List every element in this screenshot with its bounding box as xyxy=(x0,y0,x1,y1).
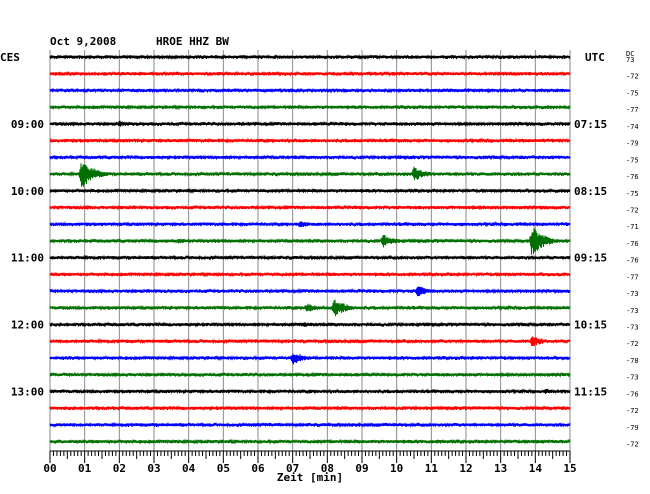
seismic-trace xyxy=(49,87,571,94)
seismic-trace xyxy=(49,438,571,445)
seismic-trace xyxy=(49,227,571,255)
x-tick-label: 04 xyxy=(182,462,196,475)
offset-label: 73 xyxy=(626,56,634,64)
x-tick-label: 12 xyxy=(459,462,472,475)
x-tick-label: 15 xyxy=(563,462,576,475)
x-tick-label: 00 xyxy=(43,462,56,475)
offset-label: -76 xyxy=(626,240,639,248)
date-label: Oct 9,2008 xyxy=(50,35,116,48)
offset-label: -77 xyxy=(626,273,639,281)
offset-label: -76 xyxy=(626,257,639,265)
seismic-trace xyxy=(49,421,571,428)
offset-label: -72 xyxy=(626,206,639,214)
grid-lines xyxy=(49,50,571,451)
left-time-label: 10:00 xyxy=(11,185,44,198)
seismic-trace xyxy=(49,120,571,127)
x-tick-label: 02 xyxy=(113,462,126,475)
seismic-trace xyxy=(49,321,571,328)
offset-header: DC xyxy=(626,50,634,58)
offset-label: -77 xyxy=(626,106,639,114)
seismic-trace xyxy=(49,137,571,144)
right-time-label: 09:15 xyxy=(574,252,607,265)
offset-label: -73 xyxy=(626,307,639,315)
offset-label: -72 xyxy=(626,73,639,81)
seismic-trace xyxy=(49,388,571,395)
offset-label: -73 xyxy=(626,290,639,298)
left-zone-label: CES xyxy=(0,51,20,64)
offset-label: -73 xyxy=(626,324,639,332)
trace-group xyxy=(49,53,571,445)
x-tick-label: 03 xyxy=(147,462,160,475)
seismic-trace xyxy=(49,187,571,194)
seismic-trace xyxy=(49,154,571,161)
station-label: HROE HHZ BW xyxy=(156,35,229,48)
seismic-trace xyxy=(49,221,571,228)
right-time-label: 07:15 xyxy=(574,118,607,131)
seismic-trace xyxy=(49,353,571,365)
offset-label: -73 xyxy=(626,374,639,382)
x-tick-label: 01 xyxy=(78,462,92,475)
seismic-trace xyxy=(49,336,571,347)
offset-label: -76 xyxy=(626,173,639,181)
left-time-label: 13:00 xyxy=(11,385,44,398)
x-tick-label: 09 xyxy=(355,462,368,475)
offset-label: -79 xyxy=(626,424,639,432)
offset-label: -74 xyxy=(626,123,639,131)
offset-label: -75 xyxy=(626,89,639,97)
seismic-trace xyxy=(49,104,571,111)
seismic-trace xyxy=(49,286,571,297)
seismic-trace xyxy=(49,254,571,261)
x-tick-label: 05 xyxy=(217,462,230,475)
x-tick-label: 10 xyxy=(390,462,403,475)
left-time-label: 12:00 xyxy=(11,319,44,332)
left-time-label: 11:00 xyxy=(11,252,44,265)
offset-label: -75 xyxy=(626,156,639,164)
seismic-trace xyxy=(49,70,571,77)
seismic-trace xyxy=(49,404,571,412)
seismic-trace xyxy=(49,163,571,187)
seismic-trace xyxy=(49,371,571,378)
offset-label: -71 xyxy=(626,223,639,231)
offset-label: -76 xyxy=(626,390,639,398)
offset-label: -75 xyxy=(626,190,639,198)
offset-label: -72 xyxy=(626,340,639,348)
seismic-trace xyxy=(49,299,571,317)
x-tick-label: 08 xyxy=(321,462,334,475)
x-axis-label: Zeit [min] xyxy=(277,471,343,484)
offset-label: -79 xyxy=(626,140,639,148)
left-time-label: 09:00 xyxy=(11,118,44,131)
x-tick-label: 11 xyxy=(425,462,439,475)
right-time-label: 08:15 xyxy=(574,185,607,198)
x-tick-label: 13 xyxy=(494,462,507,475)
offset-label: -72 xyxy=(626,407,639,415)
right-time-label: 10:15 xyxy=(574,319,607,332)
x-tick-label: 06 xyxy=(251,462,265,475)
right-time-label: 11:15 xyxy=(574,385,607,398)
seismic-trace xyxy=(49,204,571,211)
x-tick-label: 07 xyxy=(286,462,299,475)
offset-label: -78 xyxy=(626,357,639,365)
row-labels: 09:00 10:00 11:00 12:00 13:00 07:15 08:15 09:15… xyxy=(11,56,639,449)
right-zone-label: UTC xyxy=(585,51,605,64)
x-tick-label: 14 xyxy=(529,462,543,475)
offset-label: -72 xyxy=(626,441,639,449)
seismic-trace xyxy=(49,53,571,61)
seismic-trace xyxy=(49,271,571,278)
x-axis: 00 01 02 03 04 05 06 07 08 09 10 11 12 13 14 15 xyxy=(43,450,577,475)
